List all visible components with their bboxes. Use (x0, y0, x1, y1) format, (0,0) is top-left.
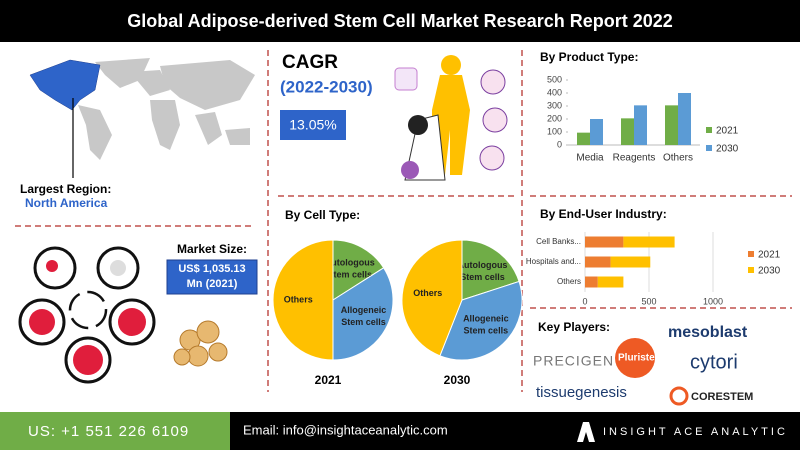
y-tick-label: 500 (547, 74, 562, 84)
pie-slice (332, 267, 394, 361)
cagr-title: CAGR (282, 52, 338, 73)
legend-swatch (706, 145, 712, 151)
chart-title: By End-User Industry: (540, 207, 667, 221)
pie-title: 2021 (315, 373, 342, 387)
bar (665, 105, 678, 145)
bar (634, 105, 647, 145)
market-size-line: US$ 1,035.13 (178, 263, 245, 275)
bar-segment (623, 236, 675, 248)
footer-brand: INSIGHT ACE ANALYTIC (603, 426, 788, 438)
footer-phone: US: +1 551 226 6109 (28, 423, 189, 440)
bar (678, 93, 691, 145)
pie-title: 2030 (444, 373, 471, 387)
y-tick-label: 200 (547, 113, 562, 123)
pie-slice (401, 239, 463, 357)
pie-slice (439, 280, 523, 361)
cell-illustration (18, 246, 228, 384)
bar (590, 119, 603, 145)
y-tick-label: Others (557, 277, 581, 286)
y-tick-label: 300 (547, 100, 562, 110)
logo-badge (615, 338, 655, 378)
logo-badge (669, 386, 689, 406)
y-tick-label: 400 (547, 87, 562, 97)
legend-swatch (706, 127, 712, 133)
page-title: Global Adipose-derived Stem Cell Market … (127, 11, 673, 31)
y-tick-label: Cell Banks... (536, 237, 581, 246)
bar-segment (597, 276, 624, 288)
pie-slice (272, 239, 334, 361)
player-logo: Pluristem (618, 353, 664, 364)
market-size-label: Market Size: (177, 242, 247, 256)
player-logo: mesoblast (668, 324, 748, 341)
lab-illustration (394, 55, 508, 181)
player-logo: CORESTEM (691, 391, 753, 403)
footer-bar (230, 412, 800, 450)
y-tick-label: 0 (557, 139, 562, 149)
x-tick-label: Others (663, 153, 693, 164)
footer-email: Email: info@insightaceanalytic.com (243, 422, 448, 437)
market-size-line: Mn (2021) (187, 278, 238, 290)
chart-title: By Product Type: (540, 50, 638, 64)
player-logo: cytori (690, 351, 738, 373)
market-size-box (166, 259, 258, 295)
north-america (29, 59, 101, 111)
y-tick-label: 100 (547, 126, 562, 136)
x-tick-label: 500 (641, 296, 656, 306)
x-tick-label: Media (576, 153, 604, 164)
x-tick-label: Reagents (613, 153, 656, 164)
slice-label: Others (413, 288, 442, 298)
cagr-period: (2022-2030) (280, 77, 373, 96)
pie-slice (332, 239, 385, 301)
slice-label: Autologous Stem cells (325, 258, 375, 280)
header-bar (0, 0, 800, 42)
bar-segment (585, 236, 624, 248)
legend-label: 2021 (758, 250, 781, 261)
legend-label: 2021 (716, 126, 739, 137)
x-tick-label: 1000 (703, 296, 723, 306)
x-tick-label: 0 (582, 296, 587, 306)
cagr-value: 13.05% (289, 117, 336, 133)
slice-label: Allogeneic Stem cells (341, 305, 387, 327)
bar-segment (610, 256, 651, 268)
footer-phone-box (0, 412, 230, 450)
legend-label: 2030 (758, 266, 781, 277)
section-title: By Cell Type: (285, 208, 360, 222)
bar (577, 132, 590, 145)
bar-segment (585, 276, 598, 288)
slice-label: Others (284, 294, 313, 304)
slice-label: Allogeneic Stem cells (463, 314, 509, 336)
legend-swatch (748, 267, 754, 273)
player-logo: tissuegenesis (536, 384, 627, 401)
slice-label: Autologous Stem cells (457, 260, 507, 282)
world-map (29, 58, 255, 178)
bar (621, 118, 634, 145)
brand-icon (577, 422, 595, 442)
region-value: North America (25, 196, 108, 210)
player-logo: PRECIGEN (533, 353, 614, 369)
bar-segment (585, 256, 611, 268)
pie-slice (461, 239, 520, 301)
section-title: Key Players: (538, 320, 610, 334)
region-label: Largest Region: (20, 182, 111, 196)
y-tick-label: Hospitals and... (526, 257, 581, 266)
cagr-box (280, 110, 346, 140)
legend-label: 2030 (716, 144, 739, 155)
legend-swatch (748, 251, 754, 257)
